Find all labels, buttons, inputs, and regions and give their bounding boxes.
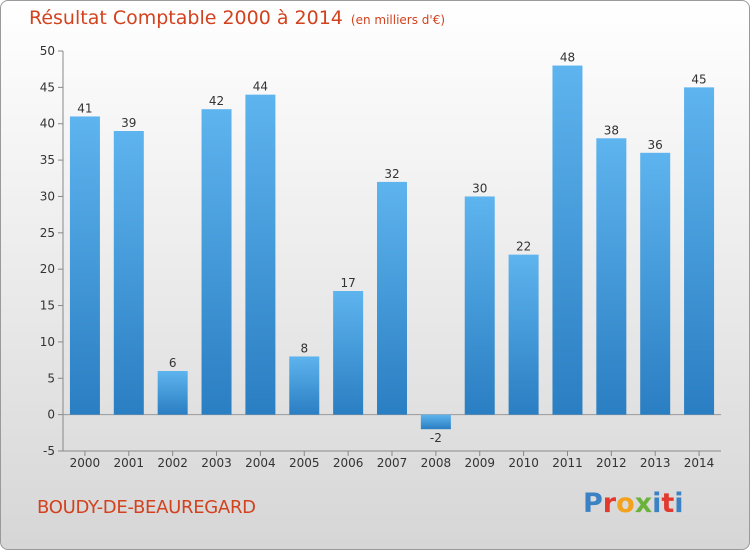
bar — [289, 356, 320, 415]
bar — [69, 116, 100, 415]
x-tick-label: 2010 — [508, 456, 539, 470]
data-label: 42 — [209, 94, 224, 108]
x-tick-label: 2000 — [70, 456, 101, 470]
y-tick-label: 35 — [40, 153, 55, 167]
bar — [596, 138, 627, 415]
bar — [333, 291, 364, 415]
data-label: 48 — [560, 51, 575, 65]
x-tick-label: 2014 — [684, 456, 715, 470]
x-tick-label: 2008 — [421, 456, 452, 470]
data-labels: 41 39 6 42 44 8 17 32 -2 30 22 48 38 36 45 — [77, 51, 706, 446]
y-tick-label: 5 — [47, 371, 55, 385]
bars — [69, 65, 715, 430]
data-label: 6 — [169, 356, 177, 370]
x-tick-label: 2003 — [201, 456, 232, 470]
axes: -5 0 5 10 15 20 25 30 35 40 45 50 2000 2001 2002 2003 20… — [40, 44, 721, 470]
logo-letter: i — [674, 488, 684, 519]
logo-letter: t — [661, 488, 675, 519]
bar — [113, 131, 144, 415]
data-label: 30 — [472, 181, 487, 195]
y-tick-label: 15 — [40, 299, 55, 313]
y-tick-label: 45 — [40, 80, 55, 94]
x-tick-label: 2012 — [596, 456, 627, 470]
data-label: 45 — [691, 72, 706, 86]
y-tick-label: 30 — [40, 189, 55, 203]
bar — [552, 65, 583, 415]
logo-letter: r — [602, 488, 617, 519]
bar — [245, 94, 276, 415]
y-tick-label: 0 — [47, 408, 55, 422]
data-label: 41 — [77, 101, 92, 115]
bar — [157, 371, 188, 415]
proxiti-logo: Proxiti — [583, 488, 684, 519]
bar — [464, 196, 495, 415]
y-tick-label: 40 — [40, 117, 55, 131]
data-label: 38 — [604, 123, 619, 137]
logo-letter: i — [652, 488, 662, 519]
logo-letter: o — [616, 488, 635, 519]
commune-name: BOUDY-DE-BEAUREGARD — [37, 497, 256, 518]
logo-letter: P — [583, 488, 603, 519]
chart-subtitle: (en milliers d'€) — [350, 13, 446, 27]
data-label: 17 — [340, 276, 355, 290]
y-tick-label: 25 — [40, 226, 55, 240]
x-tick-label: 2004 — [245, 456, 276, 470]
data-label: 36 — [648, 138, 663, 152]
chart-title: Résultat Comptable 2000 à 2014 (en millie… — [29, 7, 445, 29]
bar — [201, 109, 232, 415]
data-label: 32 — [384, 167, 399, 181]
bar — [377, 181, 407, 415]
x-tick-label: 2002 — [157, 456, 188, 470]
x-tick-label: 2011 — [552, 456, 583, 470]
x-tick-label: 2006 — [333, 456, 364, 470]
data-label: 8 — [300, 341, 308, 355]
x-tick-label: 2007 — [377, 456, 408, 470]
x-tick-label: 2009 — [464, 456, 495, 470]
y-tick-label: -5 — [43, 444, 55, 458]
x-tick-label: 2005 — [289, 456, 320, 470]
bar — [640, 152, 671, 415]
bar — [684, 87, 715, 415]
data-label: 39 — [121, 116, 136, 130]
y-tick-label: 10 — [40, 335, 55, 349]
x-tick-label: 2013 — [640, 456, 671, 470]
data-label: -2 — [430, 431, 442, 445]
data-label: 44 — [253, 80, 268, 94]
bar — [420, 414, 451, 430]
logo-letter: x — [634, 488, 653, 519]
data-label: 22 — [516, 240, 531, 254]
y-tick-label: 20 — [40, 262, 55, 276]
title-text: Résultat Comptable 2000 à 2014 — [29, 7, 343, 29]
x-tick-label: 2001 — [114, 456, 145, 470]
bar — [508, 254, 539, 415]
y-tick-label: 50 — [40, 44, 55, 58]
